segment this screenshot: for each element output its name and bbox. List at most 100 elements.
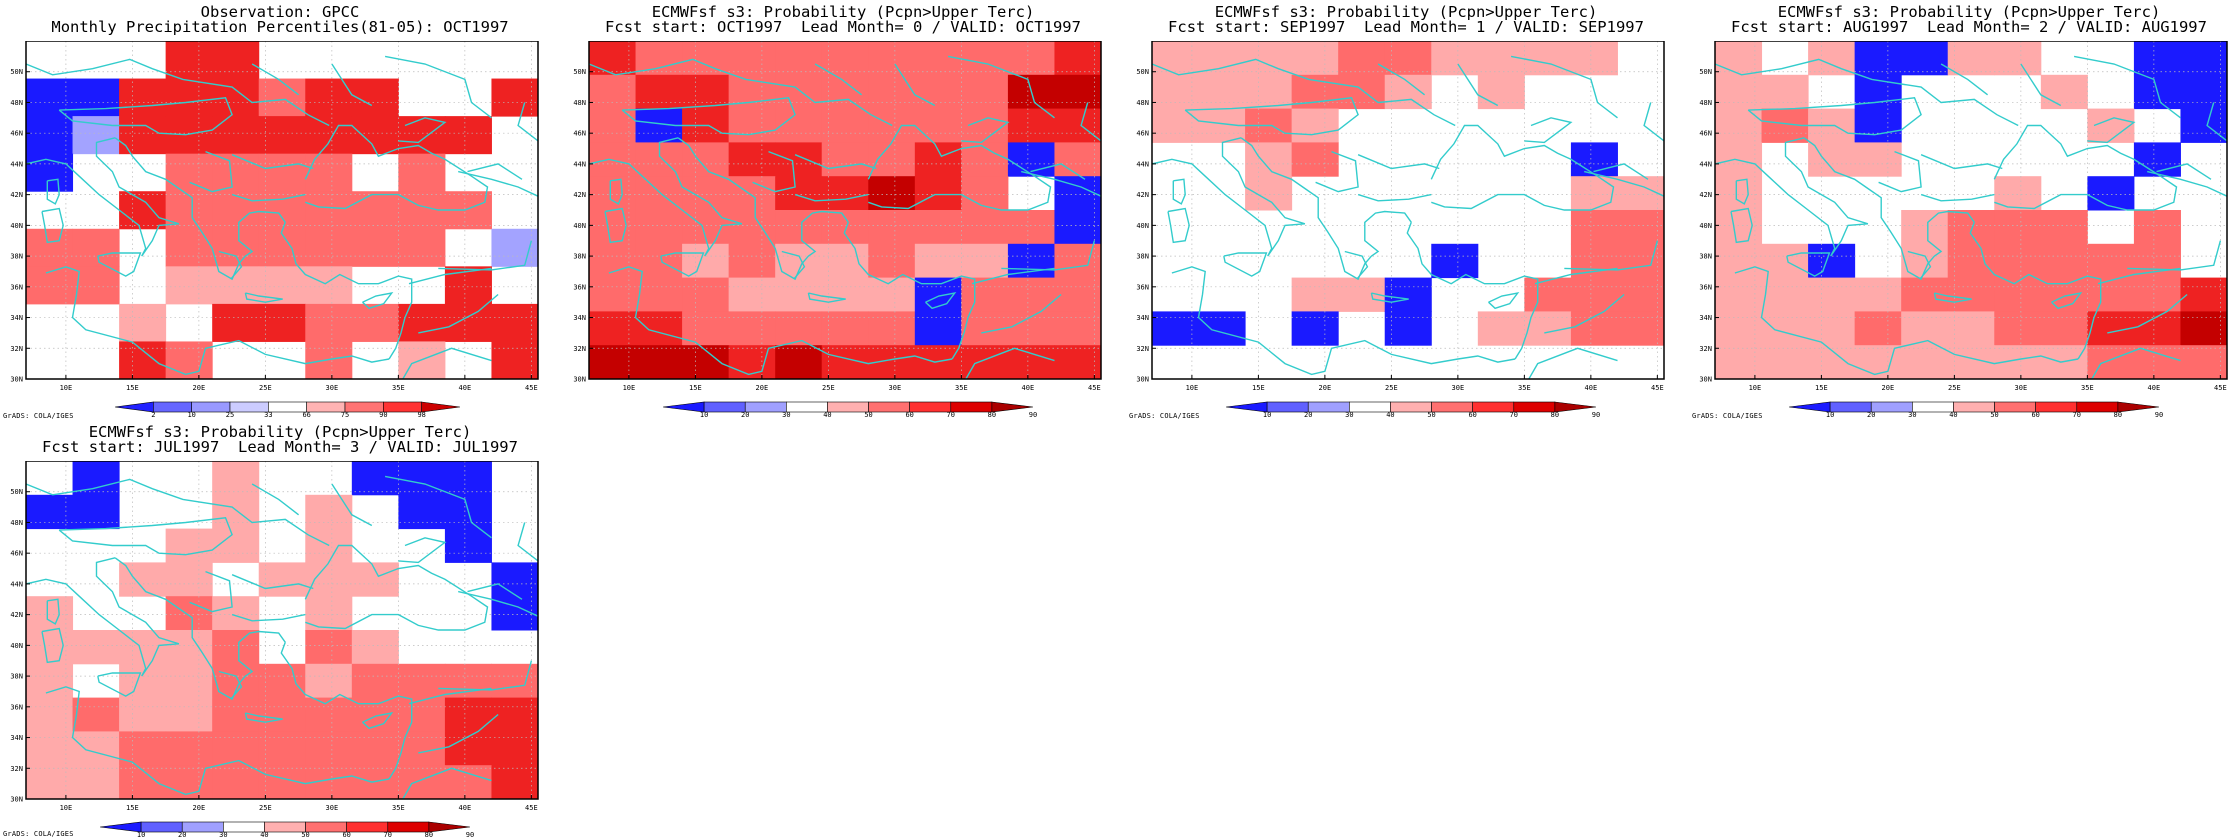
grid-cell	[72, 266, 120, 305]
grid-cell	[1761, 243, 1809, 279]
grid-cell	[868, 74, 916, 110]
y-tick-label: 48N	[10, 519, 23, 527]
x-tick-label: 45E	[525, 804, 538, 812]
coastline	[2091, 347, 2181, 379]
grid-cell	[165, 663, 213, 699]
grid-cell	[635, 345, 683, 379]
credit-label: GrADS: COLA/IGES	[3, 412, 74, 420]
grid-cell	[258, 697, 306, 732]
grid-cell	[635, 41, 683, 76]
map-border	[1151, 41, 1665, 380]
grid-cell	[1854, 41, 1902, 76]
colorbar-label: 30	[1908, 411, 1917, 419]
coastline	[517, 522, 538, 562]
grid-cell	[589, 74, 637, 110]
grid-cell	[444, 116, 492, 155]
grid-cell	[1715, 311, 1763, 346]
x-tick-label: 35E	[392, 804, 405, 812]
grid-cell	[1054, 142, 1101, 177]
colorbar-segment	[868, 401, 910, 413]
coastline	[2147, 170, 2227, 197]
colorbar-segment	[662, 401, 705, 413]
grid-cell	[305, 266, 353, 305]
colorbar-label: 50	[301, 831, 310, 839]
coastline	[2087, 117, 2136, 144]
colorbar-label: 20	[178, 831, 187, 839]
colorbar-svg	[1225, 401, 1597, 413]
grid-cell	[775, 41, 823, 76]
grid-cell	[119, 191, 167, 230]
y-tick-label: 32N	[1136, 345, 1149, 353]
x-tick-label: 20E	[193, 804, 206, 812]
grid-cell	[914, 243, 962, 279]
grid-cell	[1007, 345, 1055, 379]
grid-cell	[165, 266, 213, 305]
grid-cell	[26, 697, 74, 732]
coastline	[1969, 222, 2102, 360]
grid-cell	[351, 116, 399, 155]
grid-cell	[1384, 74, 1432, 110]
coastline	[45, 686, 390, 796]
grid-cell	[351, 630, 399, 665]
map-svg: 30N 32N 34N 36N 38N 40N 42N 44N 46N 48N 50N 10E 15E 2…	[1136, 41, 1665, 392]
colorbar-segment	[181, 821, 224, 833]
coastline	[1152, 137, 1306, 257]
coastline	[45, 266, 390, 376]
grid-cell	[165, 153, 213, 192]
grid-cell	[1054, 108, 1101, 143]
y-tick-label: 44N	[1136, 160, 1149, 168]
grid-cell	[728, 243, 776, 279]
grid-cell	[1808, 243, 1856, 279]
coastline	[280, 642, 413, 780]
colorbar-label: 90	[465, 831, 475, 839]
grid-cell	[775, 142, 823, 177]
coastline	[1488, 291, 1520, 310]
grid-cell	[868, 243, 916, 279]
coastline	[1747, 97, 1922, 136]
grid-cell	[868, 311, 916, 346]
grid-cell	[1901, 41, 1949, 76]
grid-cell	[26, 116, 74, 155]
colorbar-segment	[950, 401, 993, 413]
colorbar-label: 80	[424, 831, 434, 839]
coastline	[589, 137, 743, 257]
grid-cell	[868, 142, 916, 177]
grid-cell	[1384, 41, 1432, 76]
coastline	[517, 102, 538, 142]
x-tick-label: 45E	[1088, 384, 1101, 392]
y-tick-label: 48N	[1699, 99, 1712, 107]
y-tick-label: 32N	[573, 345, 586, 353]
grid-cell	[2133, 210, 2181, 245]
grid-cell	[682, 74, 730, 110]
x-tick-label: 25E	[1948, 384, 1961, 392]
y-tick-label: 50N	[1136, 68, 1149, 76]
grid-cell	[398, 303, 446, 342]
grid-cell	[2133, 41, 2181, 76]
grid-cell	[635, 210, 683, 245]
coastline	[189, 570, 233, 613]
probability-map: 30N 32N 34N 36N 38N 40N 42N 44N 46N 48N 50N 10E 15E 2…	[1699, 41, 2228, 392]
coastline	[231, 193, 306, 202]
grid-cell	[26, 494, 74, 530]
grid-cell	[1994, 311, 2042, 346]
colorbar-label: 60	[905, 411, 914, 419]
y-tick-label: 30N	[573, 376, 586, 384]
grid-cell	[1054, 243, 1101, 279]
grid-cell	[2087, 277, 2135, 312]
grid-cell	[1431, 41, 1479, 76]
grid-cell	[305, 697, 353, 732]
coastline	[402, 347, 492, 379]
grid-cell	[212, 41, 260, 80]
colorbar-svg	[1788, 401, 2160, 413]
coastline	[1080, 102, 1101, 142]
grid-cell	[1152, 41, 1200, 76]
colorbar-segment	[223, 821, 265, 833]
grid-cell	[914, 176, 962, 211]
colorbar-segment	[306, 401, 346, 413]
colorbar-segment	[1870, 401, 1913, 413]
grid-cell	[351, 191, 399, 230]
grid-cell	[212, 765, 260, 799]
coastline	[1030, 163, 1086, 180]
grid-cell	[635, 277, 683, 312]
grid-cell	[1715, 176, 1763, 211]
